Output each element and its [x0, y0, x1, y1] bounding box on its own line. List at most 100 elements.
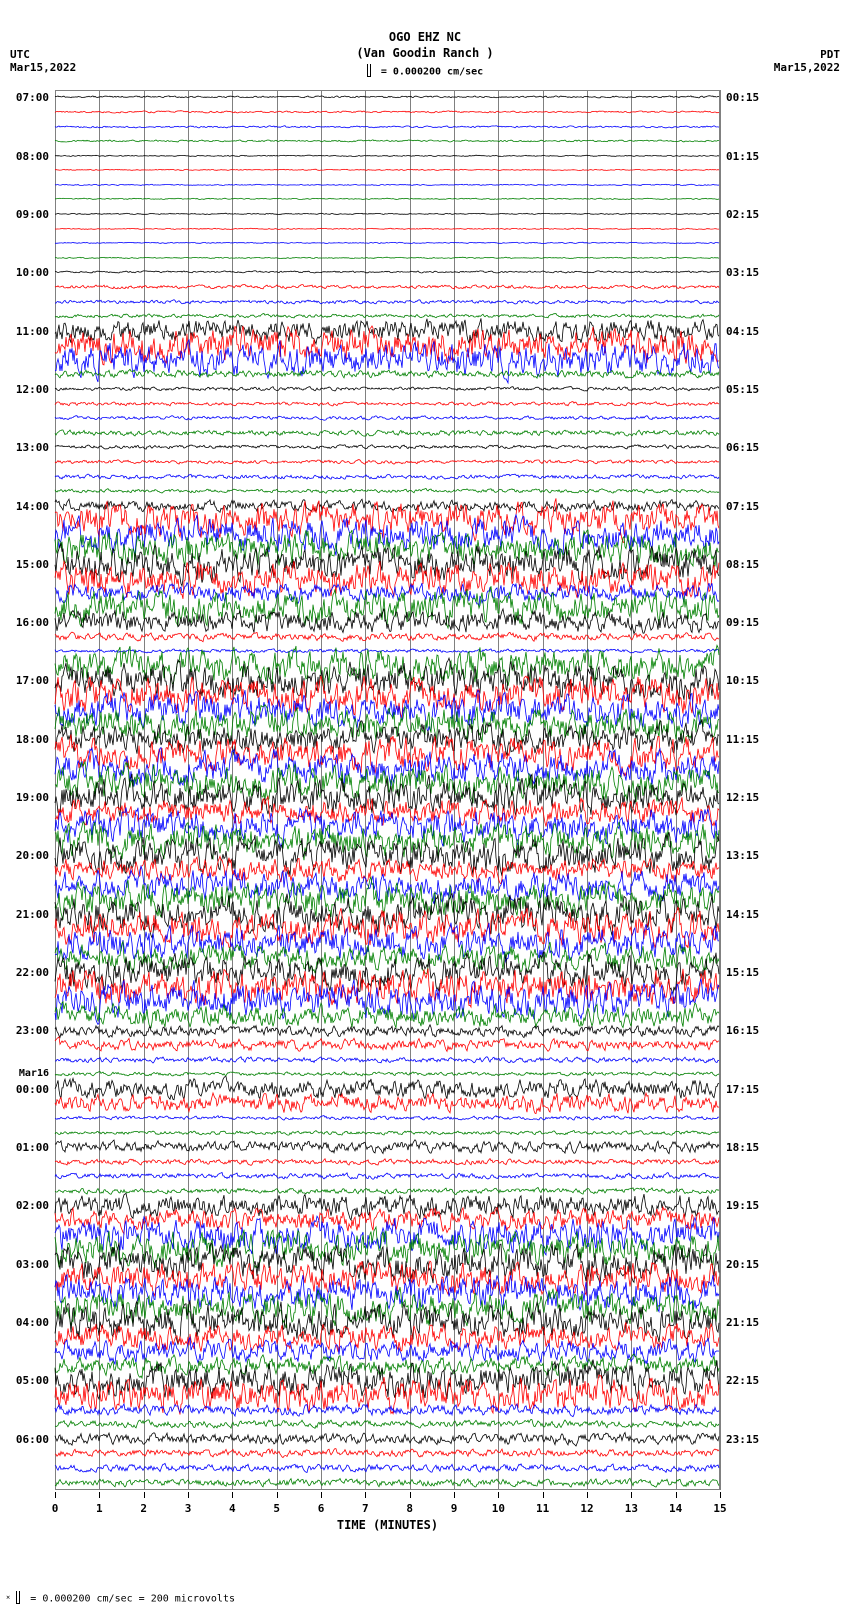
local-time-label: 05:15: [726, 383, 759, 396]
utc-time-label: 12:00: [16, 383, 49, 396]
utc-time-label: 17:00: [16, 674, 49, 687]
xtick-mark: [676, 1492, 677, 1498]
local-time-label: 16:15: [726, 1024, 759, 1037]
local-time-label: 02:15: [726, 208, 759, 221]
utc-time-label: 03:00: [16, 1258, 49, 1271]
xtick-label: 7: [362, 1502, 369, 1515]
xtick-label: 8: [406, 1502, 413, 1515]
xtick-label: 2: [140, 1502, 147, 1515]
xtick-mark: [144, 1492, 145, 1498]
local-time-label: 17:15: [726, 1083, 759, 1096]
local-time-label: 13:15: [726, 849, 759, 862]
plot-header: OGO EHZ NC (Van Goodin Ranch ) = 0.00020…: [0, 0, 850, 79]
xtick-mark: [321, 1492, 322, 1498]
xtick-mark: [99, 1492, 100, 1498]
local-time-label: 01:15: [726, 150, 759, 163]
utc-time-label: 18:00: [16, 733, 49, 746]
utc-time-label: Mar16: [19, 1068, 49, 1079]
xtick-mark: [232, 1492, 233, 1498]
local-time-label: 18:15: [726, 1141, 759, 1154]
utc-time-label: 00:00: [16, 1083, 49, 1096]
xtick-label: 1: [96, 1502, 103, 1515]
utc-time-label: 14:00: [16, 500, 49, 513]
local-time-label: 23:15: [726, 1433, 759, 1446]
xtick-label: 3: [185, 1502, 192, 1515]
xtick-mark: [55, 1492, 56, 1498]
xtick-label: 12: [580, 1502, 593, 1515]
local-time-label: 21:15: [726, 1316, 759, 1329]
utc-time-label: 19:00: [16, 791, 49, 804]
utc-time-label: 02:00: [16, 1199, 49, 1212]
local-time-label: 15:15: [726, 966, 759, 979]
trace-row: [55, 1482, 720, 1483]
xtick-mark: [277, 1492, 278, 1498]
utc-time-label: 15:00: [16, 558, 49, 571]
local-time-label: 20:15: [726, 1258, 759, 1271]
footer-mark-icon: ×: [6, 1594, 10, 1602]
tz-right-label: PDT: [774, 48, 840, 61]
gridline: [720, 90, 721, 1490]
utc-time-label: 06:00: [16, 1433, 49, 1446]
local-time-label: 08:15: [726, 558, 759, 571]
utc-time-label: 21:00: [16, 908, 49, 921]
footer-scale: × = 0.000200 cm/sec = 200 microvolts: [6, 1592, 235, 1605]
xtick-mark: [498, 1492, 499, 1498]
local-time-label: 10:15: [726, 674, 759, 687]
tz-right-date: Mar15,2022: [774, 61, 840, 74]
station-location: (Van Goodin Ranch ): [0, 46, 850, 62]
local-time-label: 12:15: [726, 791, 759, 804]
local-time-label: 09:15: [726, 616, 759, 629]
xtick-mark: [454, 1492, 455, 1498]
local-time-label: 04:15: [726, 325, 759, 338]
xtick-label: 13: [625, 1502, 638, 1515]
helicorder-plot: 07:0008:0009:0010:0011:0012:0013:0014:00…: [55, 90, 720, 1490]
xtick-mark: [631, 1492, 632, 1498]
utc-time-label: 13:00: [16, 441, 49, 454]
xtick-label: 9: [451, 1502, 458, 1515]
utc-time-label: 07:00: [16, 91, 49, 104]
footer-scale-text: = 0.000200 cm/sec = 200 microvolts: [30, 1594, 235, 1605]
xtick-label: 0: [52, 1502, 59, 1515]
utc-time-label: 04:00: [16, 1316, 49, 1329]
x-axis: TIME (MINUTES) 0123456789101112131415: [55, 1492, 720, 1532]
local-time-label: 14:15: [726, 908, 759, 921]
x-axis-label: TIME (MINUTES): [337, 1518, 438, 1532]
xtick-label: 10: [492, 1502, 505, 1515]
utc-time-label: 01:00: [16, 1141, 49, 1154]
tz-left-block: UTC Mar15,2022: [10, 48, 76, 74]
xtick-mark: [188, 1492, 189, 1498]
utc-time-label: 16:00: [16, 616, 49, 629]
xtick-mark: [543, 1492, 544, 1498]
xtick-mark: [365, 1492, 366, 1498]
utc-time-label: 11:00: [16, 325, 49, 338]
xtick-label: 4: [229, 1502, 236, 1515]
local-time-label: 22:15: [726, 1374, 759, 1387]
xtick-label: 15: [713, 1502, 726, 1515]
utc-time-label: 23:00: [16, 1024, 49, 1037]
tz-right-block: PDT Mar15,2022: [774, 48, 840, 74]
local-time-label: 06:15: [726, 441, 759, 454]
utc-time-label: 09:00: [16, 208, 49, 221]
tz-left-label: UTC: [10, 48, 76, 61]
seismogram-page: UTC Mar15,2022 PDT Mar15,2022 OGO EHZ NC…: [0, 0, 850, 1613]
utc-time-label: 08:00: [16, 150, 49, 163]
local-time-label: 07:15: [726, 500, 759, 513]
footer-scale-tick-icon: [16, 1591, 20, 1604]
utc-time-label: 05:00: [16, 1374, 49, 1387]
local-time-label: 00:15: [726, 91, 759, 104]
xtick-mark: [587, 1492, 588, 1498]
xtick-label: 5: [273, 1502, 280, 1515]
local-time-label: 19:15: [726, 1199, 759, 1212]
utc-time-label: 22:00: [16, 966, 49, 979]
tz-left-date: Mar15,2022: [10, 61, 76, 74]
station-code: OGO EHZ NC: [0, 30, 850, 46]
xtick-mark: [410, 1492, 411, 1498]
xtick-label: 6: [318, 1502, 325, 1515]
utc-time-label: 20:00: [16, 849, 49, 862]
utc-time-label: 10:00: [16, 266, 49, 279]
xtick-label: 11: [536, 1502, 549, 1515]
xtick-mark: [720, 1492, 721, 1498]
xtick-label: 14: [669, 1502, 682, 1515]
local-time-label: 03:15: [726, 266, 759, 279]
local-time-label: 11:15: [726, 733, 759, 746]
